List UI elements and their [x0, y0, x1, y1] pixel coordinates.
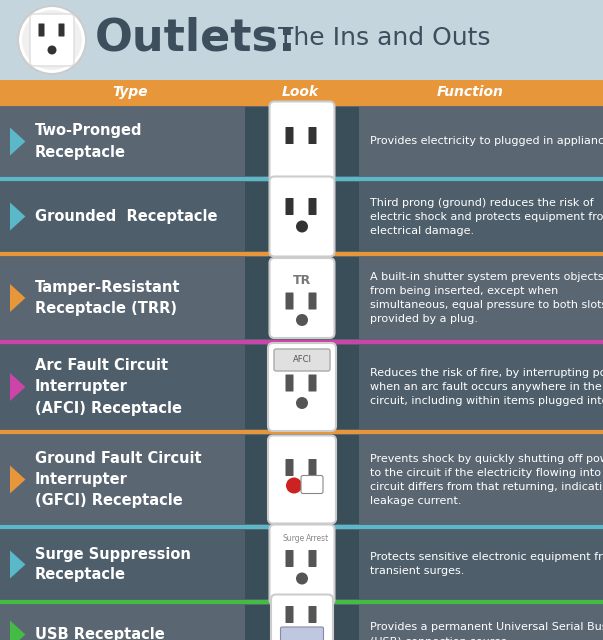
FancyBboxPatch shape	[270, 102, 335, 182]
Bar	[245, 182, 359, 251]
FancyBboxPatch shape	[285, 374, 294, 392]
Bar	[245, 435, 359, 524]
FancyBboxPatch shape	[285, 292, 294, 310]
Polygon shape	[10, 465, 25, 493]
Text: Reduces the risk of fire, by interrupting power
when an arc fault occurs anywher: Reduces the risk of fire, by interruptin…	[370, 368, 603, 406]
FancyBboxPatch shape	[285, 198, 294, 215]
Text: Third prong (ground) reduces the risk of
electric shock and protects equipment f: Third prong (ground) reduces the risk of…	[370, 198, 603, 236]
Bar	[245, 605, 359, 640]
Text: Surge: Surge	[283, 534, 305, 543]
Circle shape	[22, 10, 82, 70]
Circle shape	[296, 314, 308, 326]
FancyBboxPatch shape	[271, 595, 333, 640]
FancyBboxPatch shape	[270, 525, 335, 605]
Text: Provides a permanent Universal Serial Bus
(USB) connection source.: Provides a permanent Universal Serial Bu…	[370, 623, 603, 640]
FancyBboxPatch shape	[301, 476, 323, 493]
FancyBboxPatch shape	[268, 435, 336, 524]
Text: Provides electricity to plugged in appliance.: Provides electricity to plugged in appli…	[370, 136, 603, 147]
FancyBboxPatch shape	[58, 24, 65, 36]
Bar	[0, 432, 603, 527]
Text: Function: Function	[437, 85, 504, 99]
Circle shape	[48, 45, 57, 54]
Text: USB Receptacle: USB Receptacle	[35, 627, 165, 640]
Circle shape	[296, 573, 308, 584]
Bar	[0, 602, 603, 640]
FancyBboxPatch shape	[285, 459, 294, 476]
Bar	[0, 0, 603, 80]
FancyBboxPatch shape	[309, 550, 317, 567]
Circle shape	[296, 397, 308, 409]
Polygon shape	[10, 284, 25, 312]
Text: Grounded  Receptacle: Grounded Receptacle	[35, 209, 218, 224]
Text: Arrest: Arrest	[306, 534, 330, 543]
Bar	[245, 345, 359, 429]
Text: Arc Fault Circuit
Interrupter
(AFCI) Receptacle: Arc Fault Circuit Interrupter (AFCI) Rec…	[35, 358, 182, 415]
Polygon shape	[10, 202, 25, 230]
Bar	[0, 527, 603, 602]
FancyBboxPatch shape	[309, 198, 317, 215]
Text: Tamper-Resistant
Receptacle (TRR): Tamper-Resistant Receptacle (TRR)	[35, 280, 180, 316]
FancyBboxPatch shape	[270, 258, 335, 338]
Circle shape	[18, 6, 86, 74]
Bar	[245, 530, 359, 599]
Text: Outlets:: Outlets:	[95, 17, 297, 60]
Text: Protects sensitive electronic equipment from
transient surges.: Protects sensitive electronic equipment …	[370, 552, 603, 577]
Polygon shape	[10, 373, 25, 401]
Bar	[0, 254, 603, 342]
FancyBboxPatch shape	[270, 177, 335, 257]
FancyBboxPatch shape	[285, 127, 294, 144]
FancyBboxPatch shape	[285, 550, 294, 567]
Circle shape	[286, 477, 302, 493]
Text: The Ins and Outs: The Ins and Outs	[270, 26, 490, 50]
Polygon shape	[10, 621, 25, 640]
Polygon shape	[10, 550, 25, 579]
FancyBboxPatch shape	[309, 292, 317, 310]
Text: TR: TR	[293, 273, 311, 287]
Text: Prevents shock by quickly shutting off power
to the circuit if the electricity f: Prevents shock by quickly shutting off p…	[370, 454, 603, 506]
Circle shape	[296, 221, 308, 232]
Text: A built-in shutter system prevents objects
from being inserted, except when
simu: A built-in shutter system prevents objec…	[370, 272, 603, 324]
Bar	[0, 104, 603, 179]
FancyBboxPatch shape	[280, 627, 323, 640]
Text: Look: Look	[282, 85, 318, 99]
Text: AFCI: AFCI	[292, 355, 312, 365]
Bar	[245, 257, 359, 339]
FancyBboxPatch shape	[309, 459, 317, 476]
FancyBboxPatch shape	[309, 606, 317, 623]
Text: Type: Type	[112, 85, 148, 99]
FancyBboxPatch shape	[309, 374, 317, 392]
FancyBboxPatch shape	[30, 14, 74, 66]
FancyBboxPatch shape	[39, 24, 45, 36]
Polygon shape	[10, 127, 25, 156]
FancyBboxPatch shape	[274, 349, 330, 371]
Bar	[0, 179, 603, 254]
Bar	[0, 80, 603, 104]
Text: Ground Fault Circuit
Interrupter
(GFCI) Receptacle: Ground Fault Circuit Interrupter (GFCI) …	[35, 451, 201, 508]
Bar	[0, 342, 603, 432]
FancyBboxPatch shape	[268, 343, 336, 431]
FancyBboxPatch shape	[309, 127, 317, 144]
Text: Two-Pronged
Receptacle: Two-Pronged Receptacle	[35, 124, 142, 159]
Text: Surge Suppression
Receptacle: Surge Suppression Receptacle	[35, 547, 191, 582]
Bar	[245, 107, 359, 176]
FancyBboxPatch shape	[285, 606, 294, 623]
